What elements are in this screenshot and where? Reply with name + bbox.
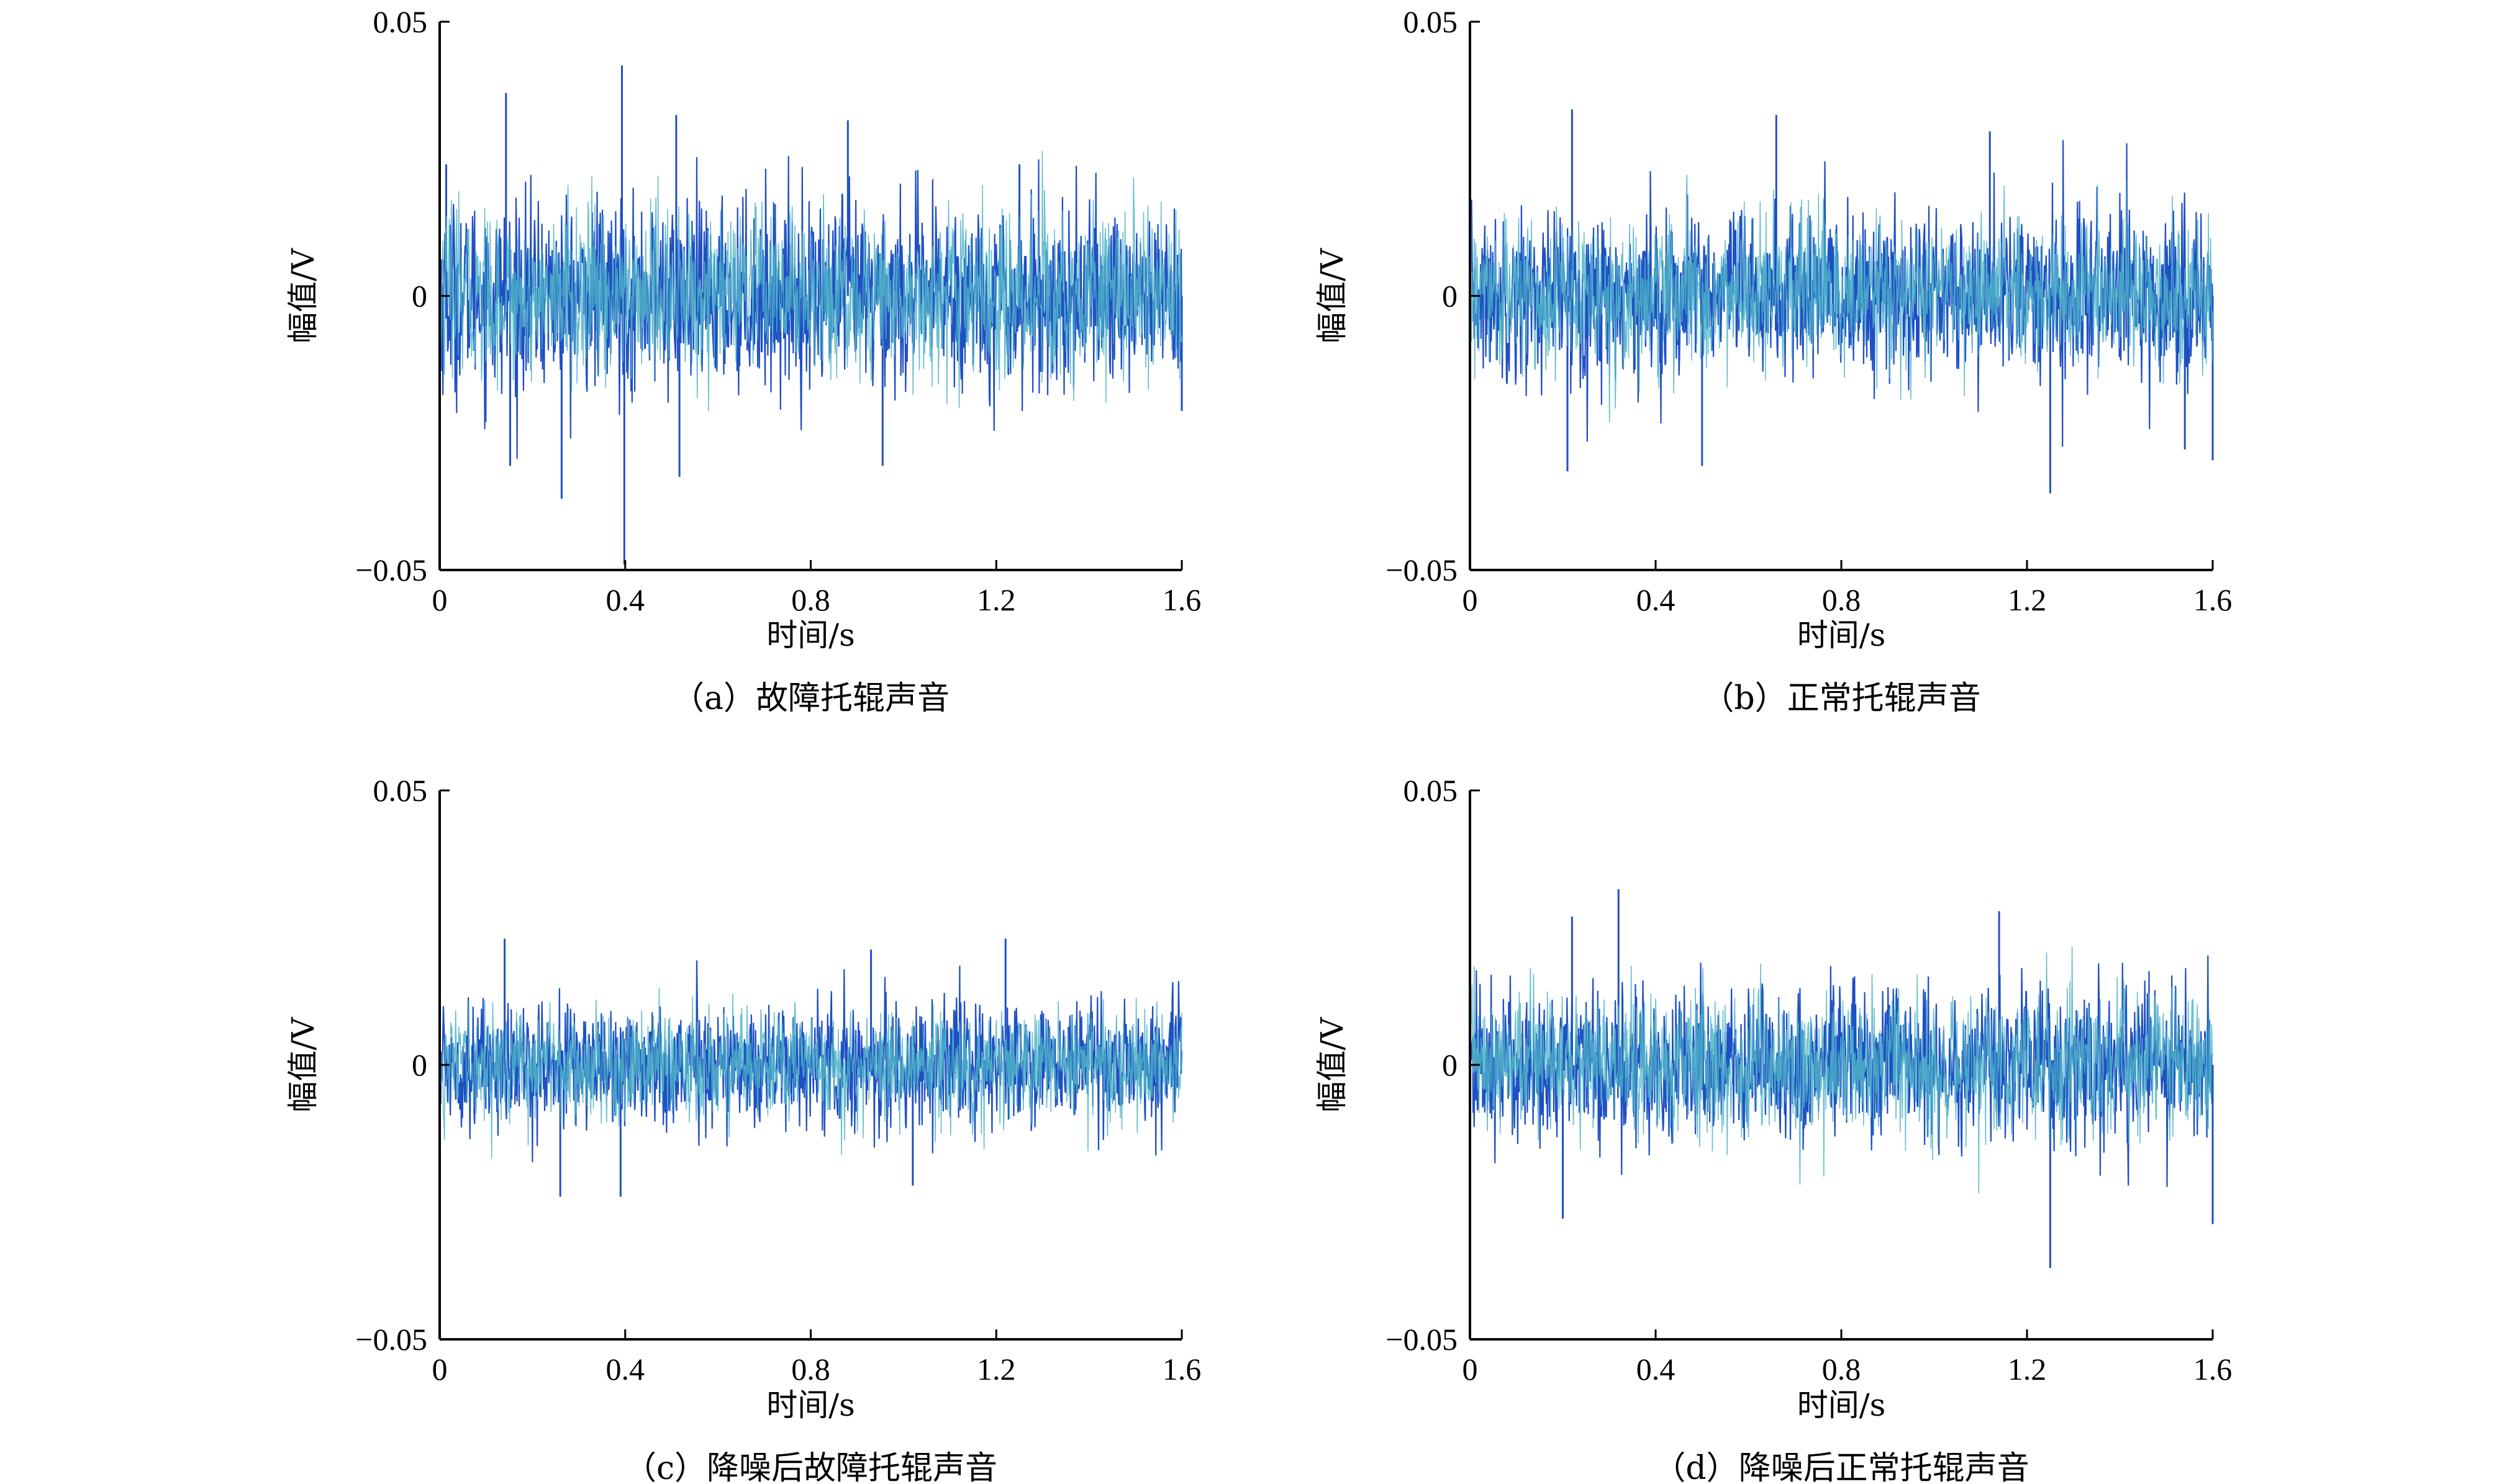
y-axis-title: 幅值/V — [285, 248, 321, 343]
signal-series-light — [439, 987, 1182, 1159]
signal-series-light — [1469, 946, 2213, 1193]
x-axis-title: 时间/s — [766, 617, 855, 653]
panel-caption: （a）故障托辊声音 — [672, 680, 950, 717]
signal-series-light — [439, 151, 1182, 412]
signal-series-light — [1469, 174, 2213, 423]
y-tick-label: −0.05 — [1385, 553, 1458, 587]
x-tick-label: 1.6 — [1163, 1352, 1202, 1387]
y-tick-label: −0.05 — [1385, 1322, 1458, 1357]
x-tick-label: 1.2 — [2008, 582, 2047, 617]
y-tick-label: 0 — [1442, 1047, 1458, 1082]
x-tick-label: 1.2 — [2008, 1352, 2047, 1387]
x-tick-label: 0.4 — [1636, 1352, 1676, 1387]
x-tick-label: 0.8 — [791, 1352, 830, 1387]
y-tick-label: 0.05 — [1403, 773, 1458, 808]
x-tick-label: 1.2 — [977, 582, 1016, 617]
x-tick-label: 0.8 — [1822, 1352, 1861, 1387]
x-axis-title: 时间/s — [1797, 1387, 1886, 1423]
panel-caption: （c）降噪后故障托辊声音 — [624, 1450, 997, 1484]
y-tick-label: 0 — [412, 1047, 427, 1082]
y-tick-label: 0.05 — [373, 4, 428, 39]
y-axis-title: 幅值/V — [1314, 248, 1350, 343]
x-tick-label: 1.2 — [977, 1352, 1016, 1387]
y-axis-title: 幅值/V — [1314, 1017, 1350, 1113]
x-axis-title: 时间/s — [1797, 617, 1886, 653]
x-tick-label: 0.8 — [791, 582, 830, 617]
x-tick-label: 0 — [1462, 1352, 1478, 1387]
x-tick-label: 0 — [1462, 582, 1478, 617]
chart-panel-c: 0 0.4 0.8 1.2 1.60.050−0.05时间/s幅值/V（c）降噪后故障托… — [285, 773, 1201, 1484]
x-axis-title: 时间/s — [766, 1387, 855, 1423]
panel-caption: （d）降噪后正常托辊声音 — [1653, 1450, 2029, 1484]
y-tick-label: 0 — [1442, 279, 1458, 314]
x-tick-label: 0.4 — [606, 582, 645, 617]
x-tick-label: 0.4 — [1636, 582, 1676, 617]
x-tick-label: 1.6 — [2193, 1352, 2233, 1387]
y-tick-label: 0 — [412, 279, 427, 314]
x-tick-label: 1.6 — [2193, 582, 2233, 617]
x-tick-label: 0.8 — [1822, 582, 1861, 617]
y-tick-label: 0.05 — [373, 773, 428, 808]
x-tick-label: 0 — [432, 582, 448, 617]
panel-caption: （b）正常托辊声音 — [1702, 680, 1980, 717]
y-tick-label: 0.05 — [1403, 4, 1458, 39]
x-tick-label: 1.6 — [1163, 582, 1202, 617]
y-tick-label: −0.05 — [355, 553, 427, 587]
chart-panel-d: 0 0.4 0.8 1.2 1.60.050−0.05时间/s幅值/V（d）降噪后正常托… — [1314, 773, 2232, 1484]
y-tick-label: −0.05 — [355, 1322, 427, 1357]
x-tick-label: 0.4 — [606, 1352, 645, 1387]
y-axis-title: 幅值/V — [285, 1017, 321, 1113]
x-tick-label: 0 — [432, 1352, 448, 1387]
